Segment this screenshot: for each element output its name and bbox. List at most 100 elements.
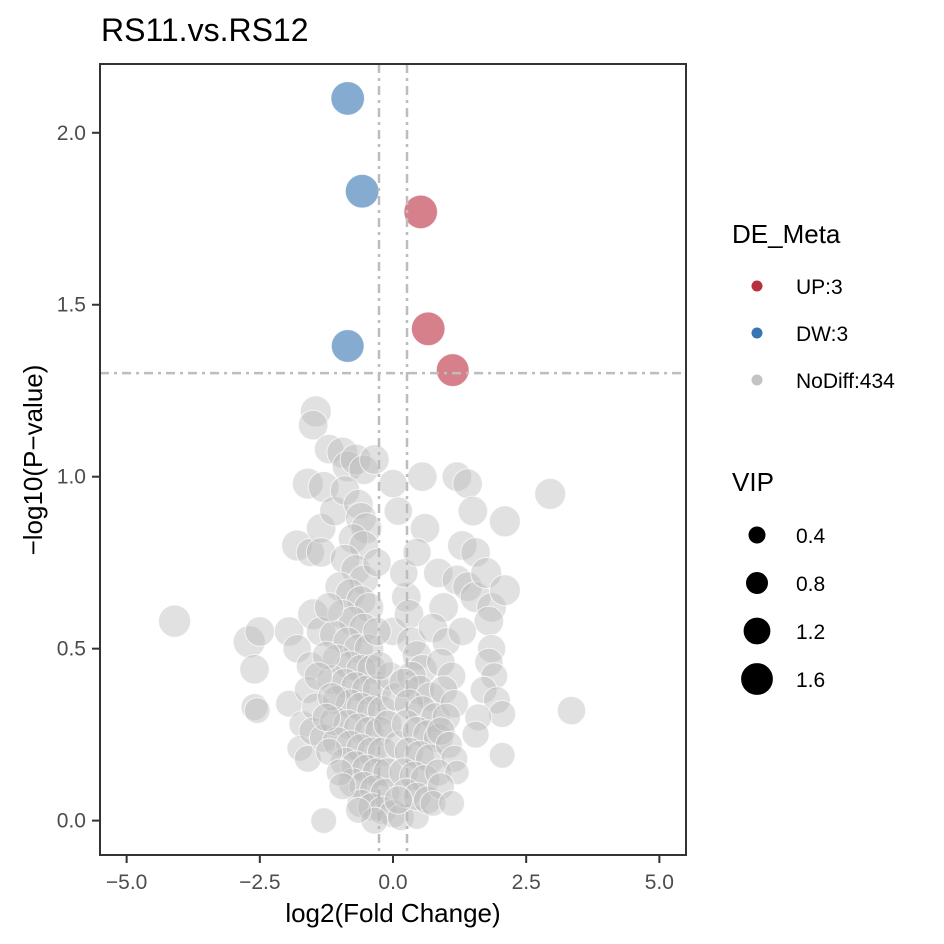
point-nodiff-170 (359, 444, 390, 475)
legend-vip: VIP 0.4 0.8 1.2 1.6 (732, 467, 826, 696)
point-up-0 (403, 194, 439, 230)
point-nodiff-168 (534, 477, 567, 510)
point-nodiff-140 (434, 730, 463, 759)
point-nodiff-182 (315, 737, 344, 766)
point-nodiff-101 (393, 599, 425, 630)
point-nodiff-60 (351, 674, 382, 706)
legend-size-label-2: 1.2 (796, 621, 825, 644)
point-nodiff-118 (393, 736, 425, 768)
x-tick-label-1: −2.5 (239, 871, 280, 894)
x-tick-label-4: 5.0 (645, 871, 674, 894)
point-nodiff-178 (311, 640, 342, 671)
point-dw-0 (330, 81, 366, 116)
point-nodiff-120 (415, 743, 446, 775)
point-nodiff-175 (402, 537, 432, 568)
point-nodiff-35 (345, 502, 377, 534)
point-nodiff-177 (313, 592, 345, 623)
legend-label-nodiff: NoDiff:434 (796, 370, 895, 393)
x-axis: −5.0 −2.5 0.0 2.5 5.0 (106, 855, 674, 894)
point-up-1 (410, 311, 446, 347)
point-nodiff-144 (426, 772, 455, 801)
point-nodiff-174 (409, 513, 441, 544)
point-nodiff-165 (464, 703, 493, 732)
point-nodiff-166 (461, 720, 490, 749)
point-nodiff-154 (470, 557, 503, 589)
point-nodiff-145 (419, 790, 447, 817)
point-nodiff-20 (305, 537, 337, 568)
point-nodiff-115 (401, 715, 433, 747)
point-nodiff-155 (476, 592, 507, 623)
point-nodiff-179 (303, 661, 334, 691)
point-nodiff-57 (316, 664, 348, 695)
point-nodiff-99 (378, 616, 408, 647)
legend-de-meta-title: DE_Meta (732, 219, 841, 249)
point-nodiff-14 (297, 409, 329, 441)
point-nodiff-119 (404, 740, 435, 771)
point-nodiff-129 (378, 468, 408, 499)
point-nodiff-19 (319, 495, 350, 527)
point-nodiff-133 (431, 627, 461, 657)
point-nodiff-184 (328, 772, 357, 801)
y-tick-label-0: 0.0 (57, 810, 86, 833)
point-nodiff-158 (473, 605, 505, 637)
legend-size-label-0: 0.4 (796, 525, 826, 548)
point-nodiff-5 (243, 697, 271, 724)
point-nodiff-127 (383, 785, 413, 815)
point-nodiff-3 (239, 654, 270, 685)
x-axis-title: log2(Fold Change) (285, 898, 500, 928)
point-nodiff-31 (339, 443, 372, 476)
legend-vip-title: VIP (732, 467, 774, 497)
point-nodiff-110 (415, 681, 446, 713)
point-nodiff-80 (361, 757, 393, 788)
point-nodiff-141 (440, 744, 469, 773)
y-tick-label-3: 1.5 (57, 294, 86, 317)
threshold-lines (100, 64, 686, 855)
point-nodiff-88 (367, 795, 397, 825)
point-nodiff-78 (340, 750, 372, 781)
point-dw-1 (344, 173, 380, 209)
point-nodiff-149 (460, 537, 491, 568)
point-nodiff-38 (348, 530, 380, 561)
point-nodiff-128 (407, 461, 438, 493)
point-nodiff-137 (439, 689, 469, 719)
point-nodiff-130 (423, 557, 454, 589)
point-nodiff-185 (438, 790, 466, 817)
point-up-2 (435, 353, 470, 388)
legend-size-key-3 (740, 662, 774, 696)
legend-de-meta: DE_Meta UP:3 DW:3 NoDiff:434 (732, 219, 895, 393)
point-nodiff-102 (389, 558, 419, 588)
x-tick-label-3: 2.5 (512, 871, 541, 894)
point-nodiff-160 (474, 647, 504, 678)
point-nodiff-13 (299, 395, 332, 428)
y-axis-title: −log10(P−value) (18, 365, 48, 556)
legend-size-key-2 (742, 616, 772, 646)
legend-label-up: UP:3 (796, 276, 843, 299)
legend-key-up (750, 279, 764, 293)
point-nodiff-4 (240, 693, 269, 722)
point-nodiff-21 (297, 598, 330, 631)
point-nodiff-2 (244, 616, 276, 647)
point-nodiff-16 (307, 471, 340, 503)
legend-key-dw (750, 326, 764, 340)
y-tick-label-1: 0.5 (57, 638, 86, 661)
y-tick-label-4: 2.0 (57, 122, 86, 145)
point-dw-2 (330, 329, 365, 363)
point-nodiff-9 (281, 529, 314, 562)
point-nodiff-45 (353, 592, 385, 623)
point-nodiff-131 (428, 592, 459, 623)
point-nodiff-176 (447, 616, 477, 647)
point-nodiff-157 (488, 574, 521, 607)
point-nodiff-63 (335, 688, 366, 720)
point-nodiff-135 (436, 661, 467, 691)
legend-label-dw: DW:3 (796, 323, 848, 346)
point-nodiff-143 (444, 759, 470, 786)
point-nodiff-171 (362, 548, 392, 578)
x-tick-label-0: −5.0 (106, 871, 147, 894)
point-nodiff-156 (488, 505, 521, 538)
point-nodiff-81 (372, 757, 404, 788)
chart-title: RS11.vs.RS12 (101, 12, 309, 48)
point-nodiff-181 (311, 702, 342, 733)
point-nodiff-139 (426, 716, 456, 746)
plot-panel (100, 64, 686, 855)
x-tick-label-2: 0.0 (378, 871, 407, 894)
